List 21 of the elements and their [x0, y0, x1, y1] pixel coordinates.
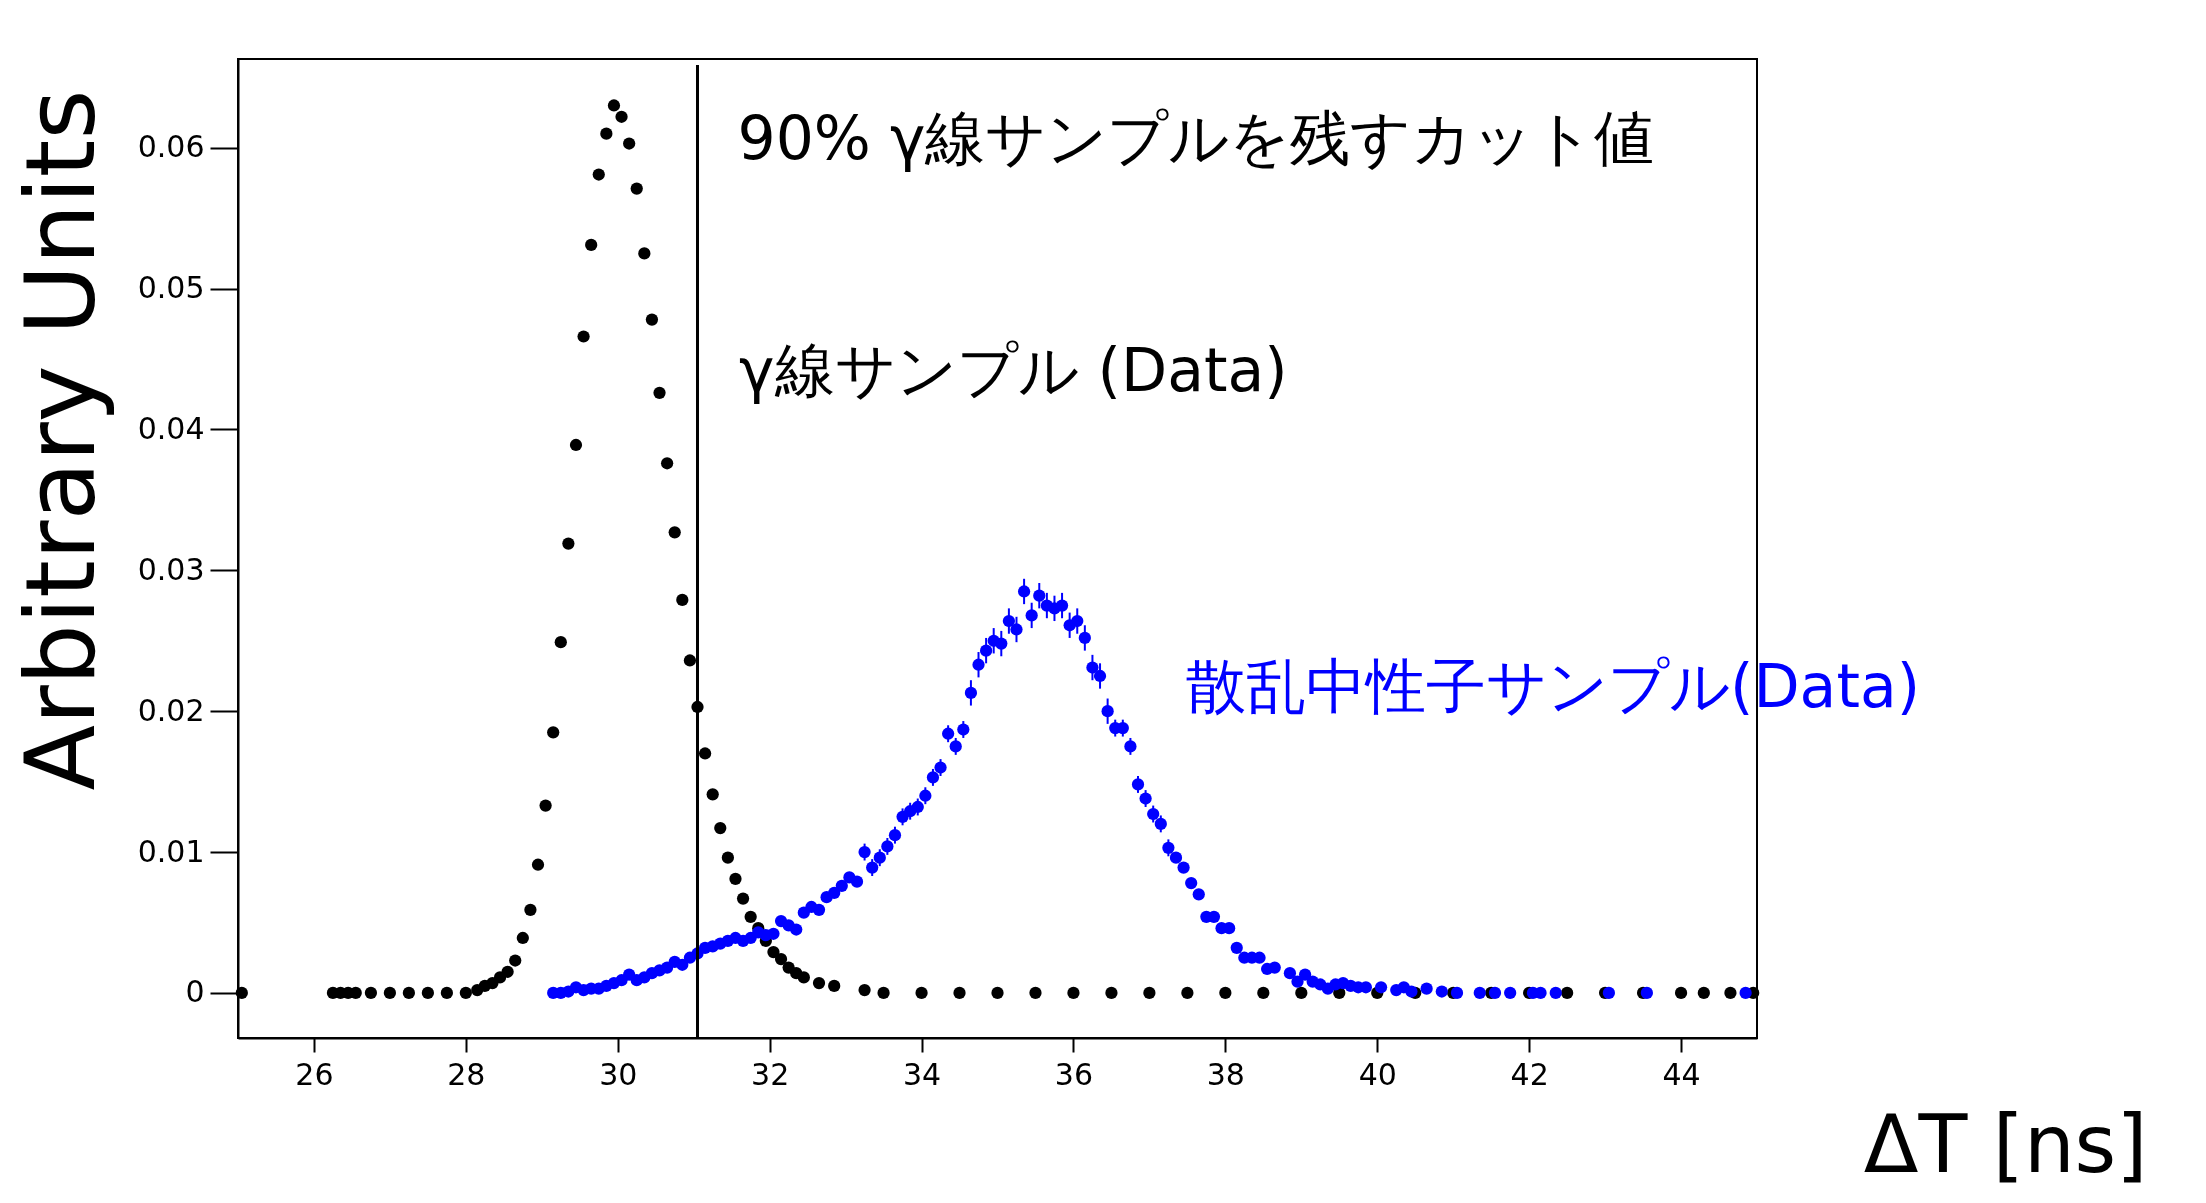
x-tick-label: 26 [295, 1056, 334, 1092]
x-tick-label: 44 [1662, 1056, 1701, 1092]
x-tick-label: 28 [447, 1056, 486, 1092]
y-tick-label: 0.05 [137, 270, 205, 306]
y-tick-label: 0.03 [137, 551, 205, 587]
x-tick-label: 42 [1510, 1056, 1549, 1092]
y-tick-label: 0 [185, 974, 205, 1010]
y-tick-label: 0.01 [137, 833, 205, 869]
x-tick-label: 34 [902, 1056, 942, 1092]
y-tick-label: 0.02 [137, 692, 205, 728]
x-tick-label: 38 [1206, 1056, 1245, 1092]
x-tick-label: 40 [1358, 1056, 1397, 1092]
y-tick-label: 0.06 [137, 129, 205, 165]
x-tick-label: 32 [751, 1056, 790, 1092]
x-axis-title: ΔT [ns] [1863, 1097, 2148, 1191]
x-tick-label: 30 [599, 1056, 638, 1092]
series-label: γ線サンプル (Data) [739, 335, 1288, 405]
ref-line-label: 90% γ線サンプルを残すカット値 [737, 103, 1655, 173]
x-tick-label: 36 [1054, 1056, 1094, 1092]
y-tick-label: 0.04 [137, 410, 205, 446]
y-axis-title: Arbitrary Units [4, 89, 117, 791]
